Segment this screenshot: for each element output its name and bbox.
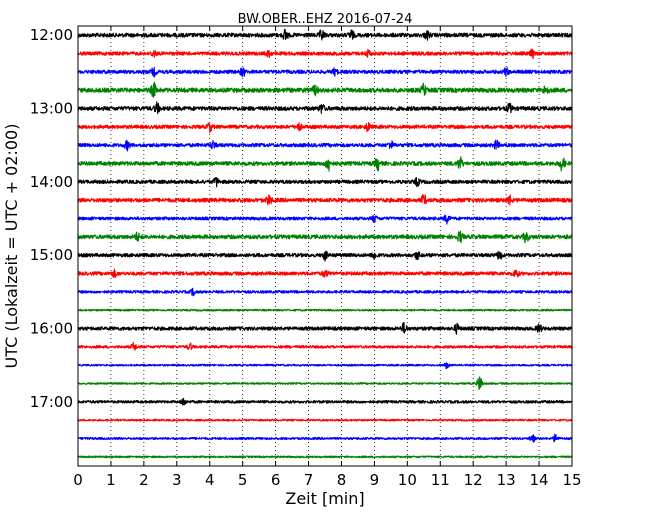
- trace-line: [77, 66, 573, 78]
- trace-line: [77, 397, 573, 406]
- trace-line: [77, 101, 573, 115]
- trace-line: [77, 268, 573, 279]
- x-tick-label: 12: [464, 471, 483, 489]
- trace-line: [77, 122, 573, 134]
- trace-line: [77, 139, 573, 152]
- y-tick-label: 12:00: [30, 26, 73, 44]
- trace-line: [77, 362, 573, 370]
- trace-line: [77, 322, 573, 335]
- x-tick-label: 6: [271, 471, 281, 489]
- y-axis-label: UTC (Lokalzeit = UTC + 02:00): [2, 124, 21, 369]
- trace-line: [77, 433, 573, 443]
- trace-line: [77, 341, 573, 351]
- trace-line: [77, 455, 573, 459]
- x-tick-label: 8: [337, 471, 347, 489]
- x-tick-label: 11: [431, 471, 450, 489]
- trace-line: [77, 28, 573, 41]
- trace-line: [77, 418, 573, 422]
- trace-line: [77, 176, 573, 188]
- x-tick-label: 9: [370, 471, 380, 489]
- x-tick-label: 13: [497, 471, 516, 489]
- y-tick-label: 15:00: [30, 246, 73, 264]
- plot-frame: [77, 25, 573, 467]
- x-tick-label: 15: [562, 471, 581, 489]
- trace-line: [77, 81, 573, 99]
- y-tick-label: 17:00: [30, 393, 73, 411]
- x-tick-label: 0: [73, 471, 83, 489]
- x-tick-label: 2: [139, 471, 149, 489]
- trace-line: [77, 156, 573, 172]
- trace-line: [77, 308, 573, 312]
- trace-line: [77, 214, 573, 225]
- x-tick-label: 10: [398, 471, 417, 489]
- x-tick-label: 14: [530, 471, 549, 489]
- x-tick-label: 4: [205, 471, 215, 489]
- y-tick-label: 13:00: [30, 100, 73, 118]
- trace-line: [77, 230, 573, 244]
- x-tick-label: 3: [172, 471, 182, 489]
- x-axis-label: Zeit [min]: [285, 489, 364, 508]
- y-tick-label: 14:00: [30, 173, 73, 191]
- trace-line: [77, 250, 573, 262]
- x-tick-label: 7: [304, 471, 314, 489]
- x-tick-label: 1: [106, 471, 116, 489]
- trace-line: [77, 194, 573, 206]
- trace-line: [77, 48, 573, 60]
- y-tick-label: 16:00: [30, 320, 73, 338]
- trace-line: [77, 287, 573, 297]
- chart-title: BW.OBER..EHZ 2016-07-24: [238, 12, 413, 27]
- trace-line: [77, 376, 573, 390]
- x-tick-label: 5: [238, 471, 248, 489]
